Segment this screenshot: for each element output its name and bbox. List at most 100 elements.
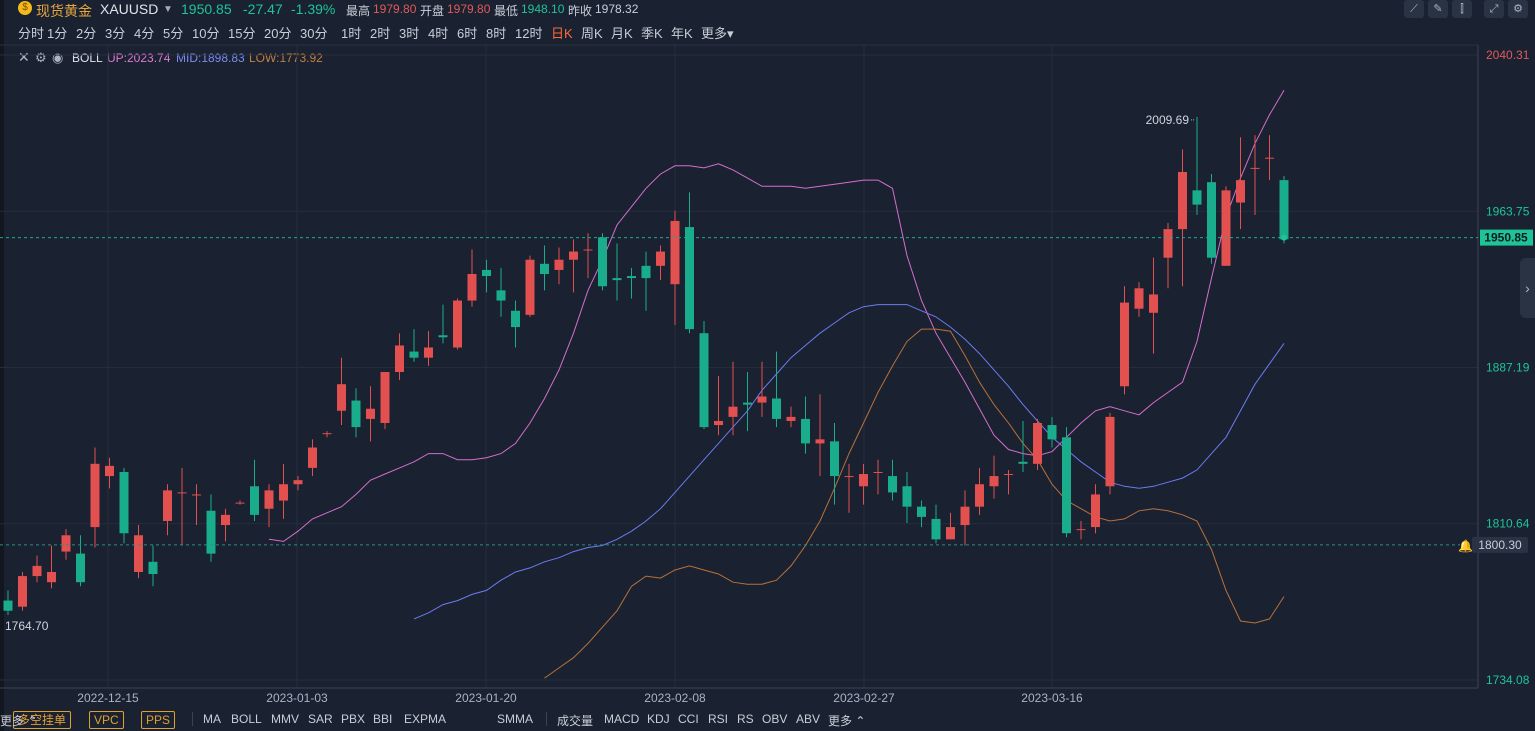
candle-body[interactable] <box>235 502 245 504</box>
candle-body[interactable] <box>366 408 375 419</box>
candle-body[interactable] <box>540 263 549 275</box>
candle-body[interactable] <box>32 565 42 577</box>
candle-body[interactable] <box>134 535 143 572</box>
candle-body[interactable] <box>743 402 752 405</box>
candle-body[interactable] <box>902 486 912 507</box>
candle-body[interactable] <box>1207 182 1216 258</box>
candle-body[interactable] <box>409 351 419 358</box>
candle-body[interactable] <box>47 571 56 583</box>
candle-body[interactable] <box>1279 180 1289 240</box>
period-22[interactable]: 更多▾ <box>701 26 734 41</box>
sub-indicator-5[interactable]: RS <box>737 712 754 726</box>
candle-body[interactable] <box>293 480 303 485</box>
period-18[interactable]: 周K <box>581 26 603 41</box>
candle-body[interactable] <box>424 347 433 358</box>
period-5[interactable]: 5分 <box>163 26 184 41</box>
candle-body[interactable] <box>583 249 593 251</box>
period-20[interactable]: 季K <box>641 26 663 41</box>
candle-body[interactable] <box>3 600 13 611</box>
main-indicator-1[interactable]: BOLL <box>231 712 262 726</box>
sub-indicator-2[interactable]: KDJ <box>647 712 670 726</box>
candle-body[interactable] <box>1134 288 1144 309</box>
candle-body[interactable] <box>1236 180 1245 203</box>
period-3[interactable]: 3分 <box>105 26 126 41</box>
candle-body[interactable] <box>554 259 564 270</box>
candle-body[interactable] <box>206 510 216 554</box>
candle-body[interactable] <box>960 506 970 526</box>
candle-body[interactable] <box>989 476 999 487</box>
period-6[interactable]: 10分 <box>192 26 220 41</box>
candle-body[interactable] <box>931 518 941 540</box>
period-2[interactable]: 2分 <box>76 26 97 41</box>
candle-body[interactable] <box>612 278 622 281</box>
tag-button-1[interactable]: VPC <box>89 711 124 729</box>
candle-body[interactable] <box>757 396 767 403</box>
period-19[interactable]: 月K <box>611 26 633 41</box>
candle-body[interactable] <box>569 251 578 260</box>
candle-body[interactable] <box>395 345 404 372</box>
candle-body[interactable] <box>685 227 694 330</box>
candle-body[interactable] <box>192 494 201 496</box>
instrument-symbol[interactable]: XAUUSD <box>100 1 159 17</box>
candle-body[interactable] <box>467 274 477 301</box>
period-13[interactable]: 4时 <box>428 26 449 41</box>
instrument-name[interactable]: 现货黄金 <box>36 3 92 19</box>
candle-body[interactable] <box>322 433 332 435</box>
candle-body[interactable] <box>859 474 868 487</box>
candle-body[interactable] <box>119 471 129 534</box>
candle-body[interactable] <box>873 471 883 473</box>
sub-indicator-8[interactable]: 更多 ⌃ <box>828 714 866 728</box>
candle-body[interactable] <box>1018 461 1028 464</box>
candle-body[interactable] <box>1091 494 1100 528</box>
candle-body[interactable] <box>496 290 506 301</box>
sub-indicator-7[interactable]: ABV <box>796 712 821 726</box>
main-indicator-4[interactable]: PBX <box>341 712 366 726</box>
candle-body[interactable] <box>815 439 825 444</box>
candle-body[interactable] <box>946 527 955 540</box>
fullscreen-icon[interactable]: ⤢ <box>1484 0 1504 18</box>
candle-body[interactable] <box>1265 157 1274 159</box>
candle-body[interactable] <box>250 486 259 515</box>
candle-body[interactable] <box>656 251 665 266</box>
candle-body[interactable] <box>337 384 346 411</box>
candle-body[interactable] <box>148 561 158 575</box>
candle-body[interactable] <box>627 276 636 279</box>
period-17[interactable]: 日K <box>551 26 573 41</box>
sub-indicator-1[interactable]: MACD <box>604 712 640 726</box>
candle-body[interactable] <box>830 441 839 477</box>
candle-body[interactable] <box>772 398 781 419</box>
candle-body[interactable] <box>438 335 448 338</box>
eye-icon[interactable]: ◉ <box>52 50 64 65</box>
candle-body[interactable] <box>1076 529 1086 531</box>
candle-body[interactable] <box>975 484 984 507</box>
candle-body[interactable] <box>453 300 462 348</box>
sub-indicator-0[interactable]: 成交量 <box>557 714 594 728</box>
candle-body[interactable] <box>76 553 85 583</box>
candle-body[interactable] <box>801 418 810 444</box>
candle-body[interactable] <box>1178 171 1187 230</box>
candle-body[interactable] <box>264 490 274 509</box>
candle-body[interactable] <box>105 465 114 477</box>
period-7[interactable]: 15分 <box>228 26 256 41</box>
period-1[interactable]: 1分 <box>47 26 68 41</box>
period-14[interactable]: 6时 <box>457 26 478 41</box>
candle-body[interactable] <box>917 506 926 517</box>
bell-icon[interactable]: 🔔 <box>1458 539 1473 553</box>
tag-button-0[interactable]: 多空挂单 <box>13 711 72 729</box>
main-indicator-6[interactable]: EXPMA <box>404 712 447 726</box>
alert-price-tag[interactable]: 1800.30 <box>1478 538 1522 552</box>
main-indicator-2[interactable]: MMV <box>271 712 299 726</box>
main-indicator-7[interactable]: SMMA <box>497 712 533 726</box>
settings-icon[interactable]: ⚙ <box>1508 0 1528 18</box>
candle-body[interactable] <box>380 371 390 424</box>
candle-body[interactable] <box>221 514 230 526</box>
period-0[interactable]: 分时 <box>18 26 45 41</box>
period-8[interactable]: 20分 <box>264 26 292 41</box>
candle-body[interactable] <box>1192 190 1202 205</box>
candle-body[interactable] <box>786 416 796 421</box>
candle-body[interactable] <box>525 259 535 315</box>
candle-style-icon[interactable]: ⫿ <box>1452 0 1472 18</box>
gear-icon[interactable]: ⚙ <box>35 50 47 65</box>
candle-body[interactable] <box>714 420 723 426</box>
main-indicator-3[interactable]: SAR <box>308 712 333 726</box>
